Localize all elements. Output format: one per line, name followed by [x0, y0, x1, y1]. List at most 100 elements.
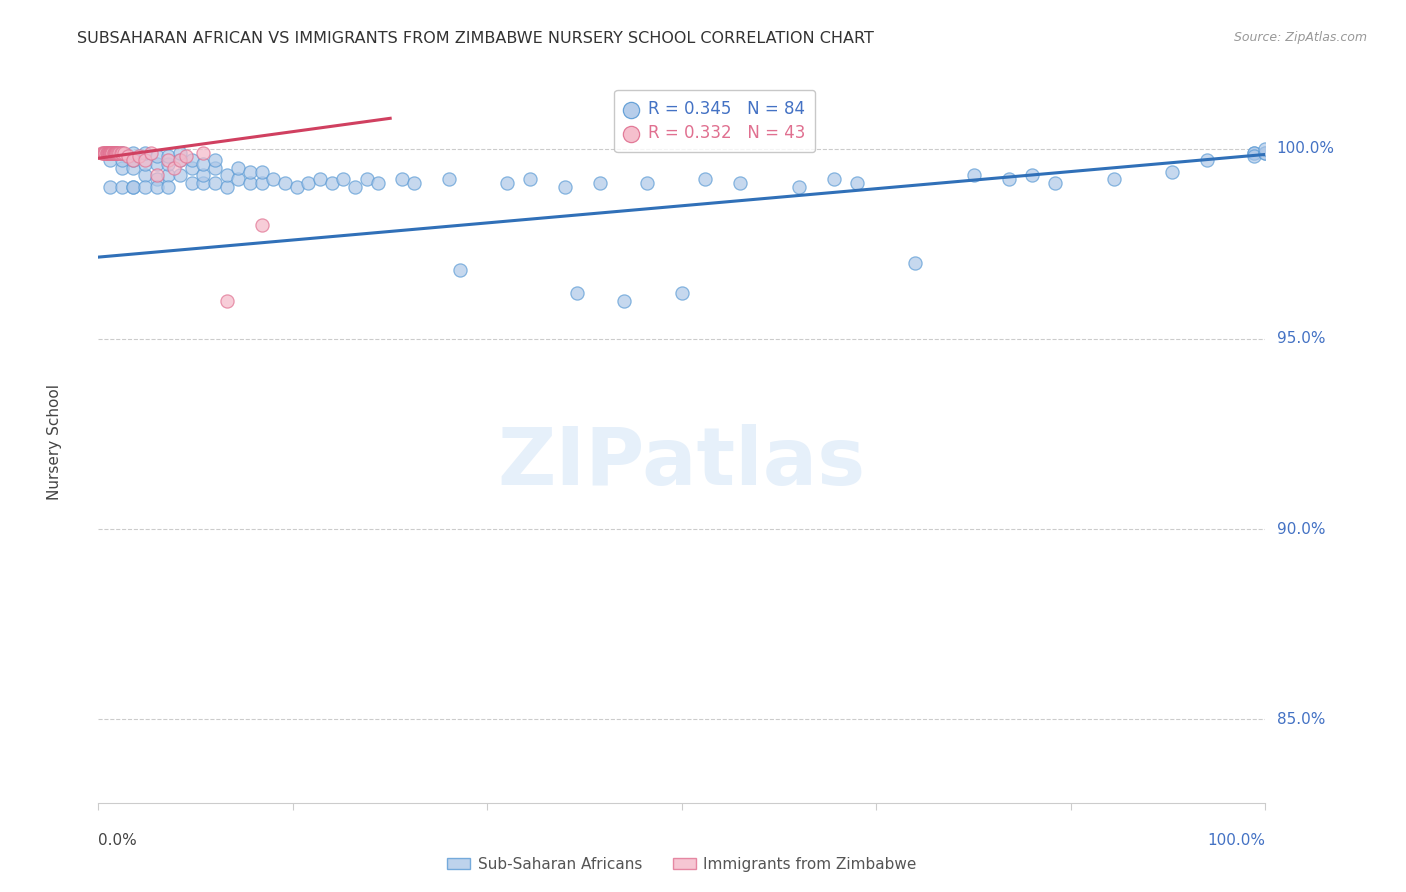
Point [111, 145, 134, 160]
Point [93, 145, 115, 160]
Point [122, 153, 145, 168]
Point [1021, 169, 1043, 183]
Point [215, 169, 238, 183]
Point [1243, 149, 1265, 163]
Text: 0.0%: 0.0% [98, 833, 138, 848]
Point [215, 293, 238, 308]
Point [215, 179, 238, 194]
Point [169, 153, 191, 168]
Text: 95.0%: 95.0% [1277, 331, 1324, 346]
Point [111, 153, 134, 168]
Point [96, 145, 118, 160]
Point [122, 179, 145, 194]
Point [496, 176, 519, 190]
Point [204, 153, 226, 168]
Point [1254, 145, 1277, 160]
Point [104, 145, 127, 160]
Point [105, 145, 128, 160]
Point [134, 169, 156, 183]
Point [146, 149, 169, 163]
Point [157, 157, 180, 171]
Point [250, 218, 273, 232]
Point [309, 172, 332, 186]
Text: Source: ZipAtlas.com: Source: ZipAtlas.com [1233, 31, 1367, 45]
Point [180, 153, 202, 168]
Point [100, 145, 122, 160]
Point [239, 164, 262, 178]
Point [104, 145, 127, 160]
Text: 100.0%: 100.0% [1277, 141, 1334, 156]
Text: ZIPatlas: ZIPatlas [498, 425, 866, 502]
Point [1254, 142, 1277, 156]
Point [554, 179, 576, 194]
Point [157, 149, 180, 163]
Text: SUBSAHARAN AFRICAN VS IMMIGRANTS FROM ZIMBABWE NURSERY SCHOOL CORRELATION CHART: SUBSAHARAN AFRICAN VS IMMIGRANTS FROM ZI… [77, 31, 875, 46]
Point [193, 145, 215, 160]
Point [146, 169, 169, 183]
Point [157, 169, 180, 183]
Point [356, 172, 378, 186]
Point [636, 176, 658, 190]
Point [122, 145, 145, 160]
Point [98, 179, 121, 194]
Point [157, 179, 180, 194]
Point [180, 176, 202, 190]
Point [111, 161, 134, 175]
Point [94, 145, 117, 160]
Point [98, 145, 121, 160]
Point [402, 176, 425, 190]
Point [228, 172, 250, 186]
Text: 90.0%: 90.0% [1277, 522, 1324, 536]
Point [97, 145, 120, 160]
Point [169, 169, 191, 183]
Point [122, 179, 145, 194]
Point [163, 161, 186, 175]
Point [274, 176, 297, 190]
Point [787, 179, 810, 194]
Point [250, 176, 273, 190]
Point [96, 145, 118, 160]
Point [671, 286, 693, 301]
Point [904, 256, 927, 270]
Point [98, 145, 121, 160]
Point [193, 169, 215, 183]
Point [104, 145, 127, 160]
Point [111, 179, 134, 194]
Point [613, 293, 636, 308]
Point [103, 145, 125, 160]
Text: 85.0%: 85.0% [1277, 712, 1324, 727]
Point [823, 172, 845, 186]
Point [117, 149, 139, 163]
Point [193, 176, 215, 190]
Point [97, 145, 120, 160]
Point [997, 172, 1019, 186]
Point [449, 263, 471, 277]
Point [180, 161, 202, 175]
Point [134, 179, 156, 194]
Point [228, 161, 250, 175]
Point [101, 145, 124, 160]
Point [104, 145, 127, 160]
Point [1254, 145, 1277, 160]
Point [391, 172, 413, 186]
Point [122, 161, 145, 175]
Point [94, 145, 117, 160]
Point [122, 153, 145, 168]
Point [262, 172, 284, 186]
Point [101, 145, 124, 160]
Point [112, 145, 135, 160]
Point [128, 149, 150, 163]
Point [1161, 164, 1184, 178]
Point [519, 172, 541, 186]
Point [146, 172, 169, 186]
Point [174, 149, 197, 163]
Legend: Sub-Saharan Africans, Immigrants from Zimbabwe: Sub-Saharan Africans, Immigrants from Zi… [441, 851, 922, 879]
Point [98, 145, 121, 160]
Point [91, 145, 114, 160]
Point [97, 145, 120, 160]
Point [97, 145, 120, 160]
Point [134, 157, 156, 171]
Point [100, 145, 122, 160]
Point [108, 145, 131, 160]
Point [730, 176, 752, 190]
